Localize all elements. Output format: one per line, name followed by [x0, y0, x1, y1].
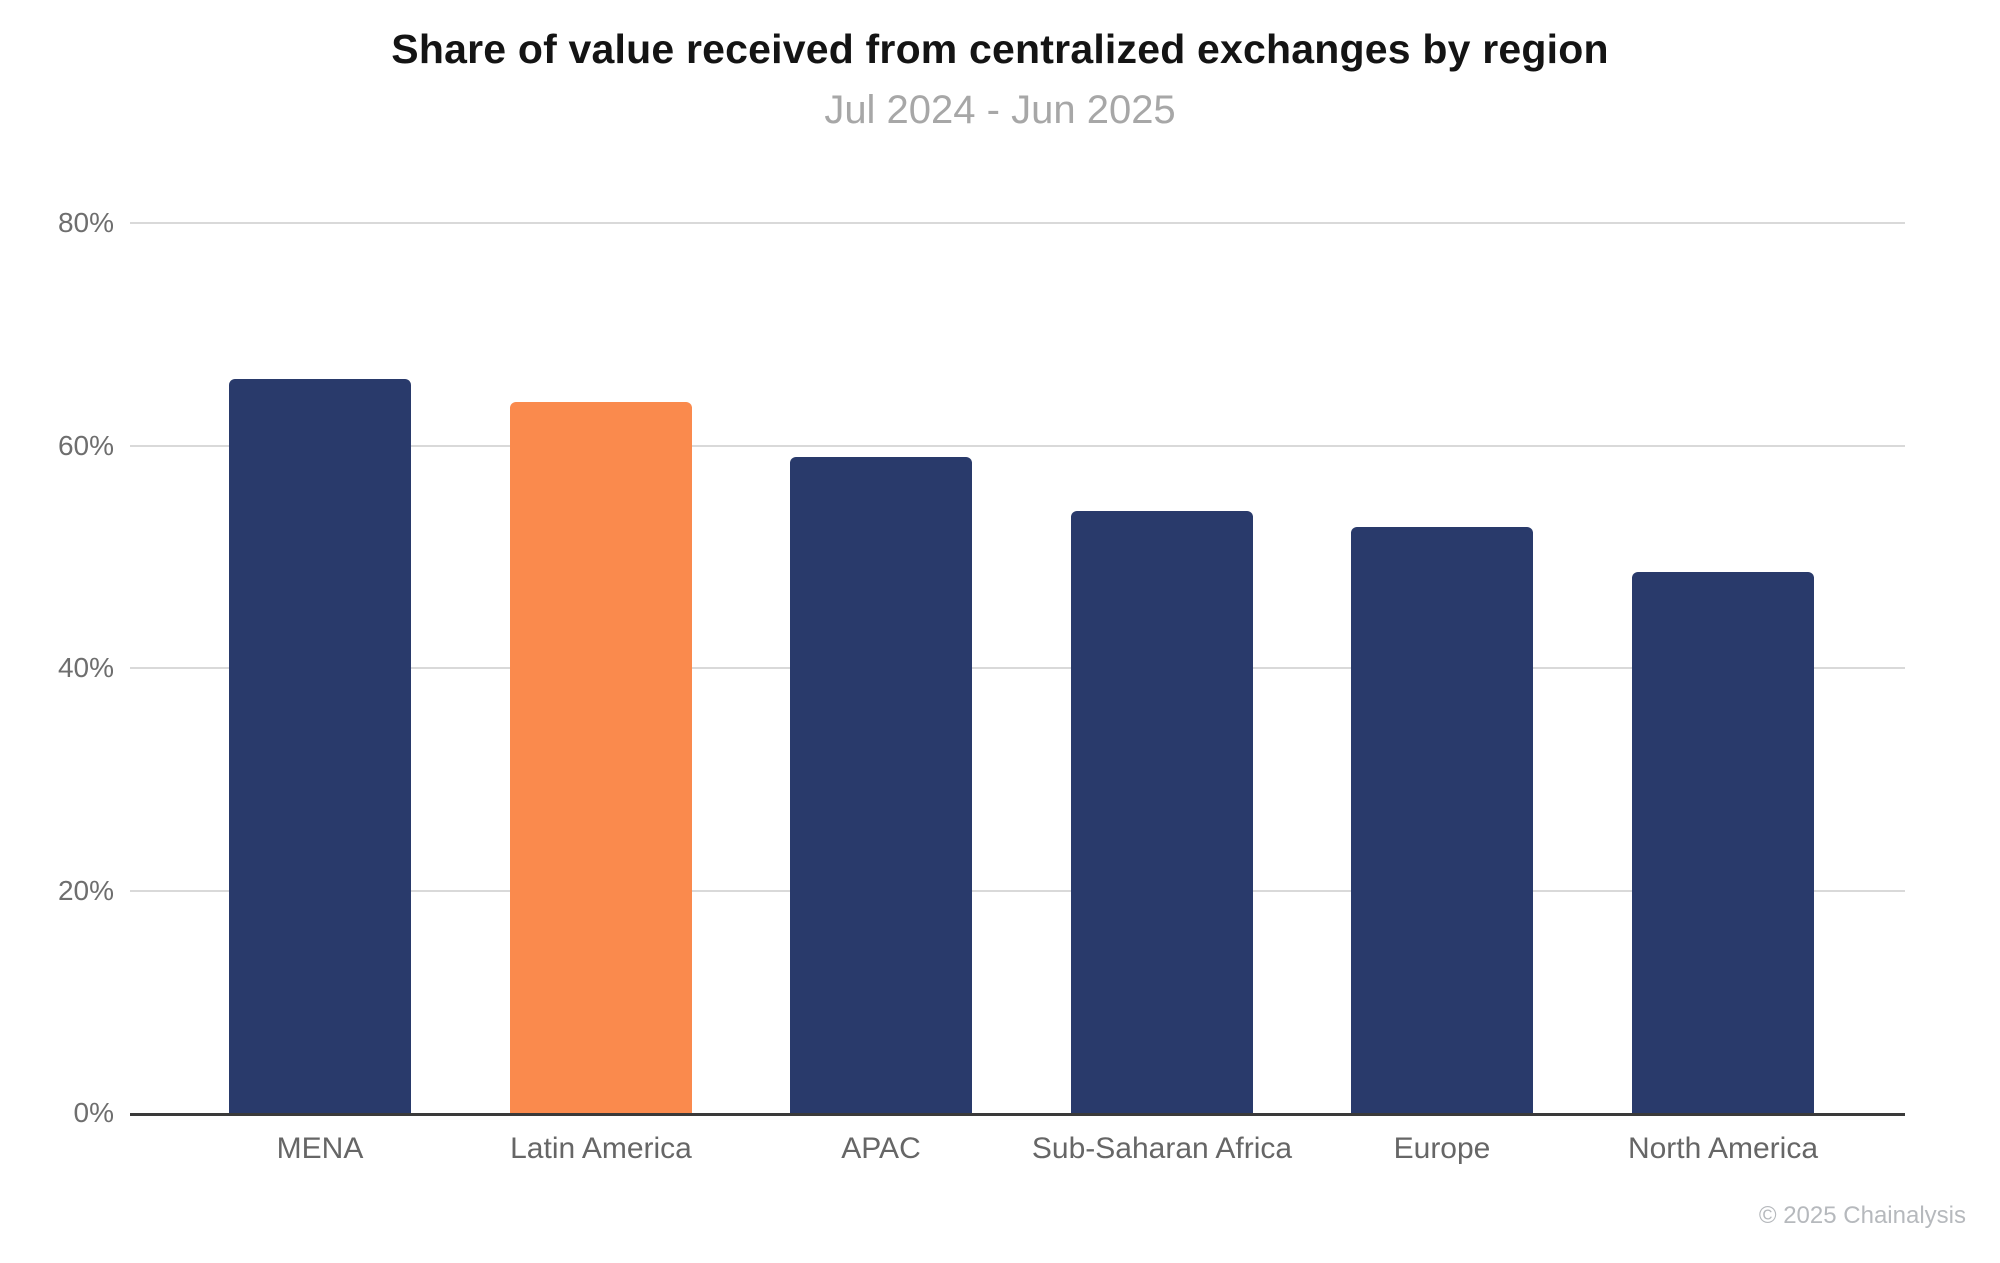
bar-apac[interactable]	[790, 457, 972, 1113]
y-tick-label-0: 0%	[73, 1097, 114, 1128]
gridline-80	[130, 222, 1905, 224]
chart-subtitle: Jul 2024 - Jun 2025	[824, 88, 1176, 132]
chart-title: Share of value received from centralized…	[391, 26, 1609, 72]
bar-europe[interactable]	[1351, 527, 1533, 1113]
x-axis-line	[130, 1113, 1905, 1116]
bar-north-america[interactable]	[1632, 572, 1814, 1113]
y-tick-label-20: 20%	[57, 874, 114, 906]
gridline-40	[130, 667, 1905, 669]
x-label-mena: MENA	[276, 1132, 364, 1165]
x-label-sub-saharan-africa: Sub-Saharan Africa	[1031, 1132, 1293, 1165]
y-tick-label-60: 60%	[57, 429, 114, 461]
plot-area	[130, 222, 1905, 1116]
bar-mena[interactable]	[229, 379, 411, 1113]
x-label-north-america: North America	[1627, 1132, 1819, 1165]
bar-latin-america[interactable]	[510, 402, 692, 1113]
copyright-notice: © 2025 Chainalysis	[1758, 1202, 1966, 1229]
x-label-europe: Europe	[1393, 1132, 1491, 1165]
x-label-latin-america: Latin America	[510, 1132, 692, 1165]
gridline-20	[130, 889, 1905, 892]
x-label-apac: APAC	[841, 1132, 921, 1165]
gridline-60	[130, 444, 1905, 447]
bar-sub-saharan-africa[interactable]	[1071, 511, 1253, 1113]
y-tick-label-40: 40%	[57, 652, 114, 683]
y-tick-label-80: 80%	[57, 207, 114, 238]
